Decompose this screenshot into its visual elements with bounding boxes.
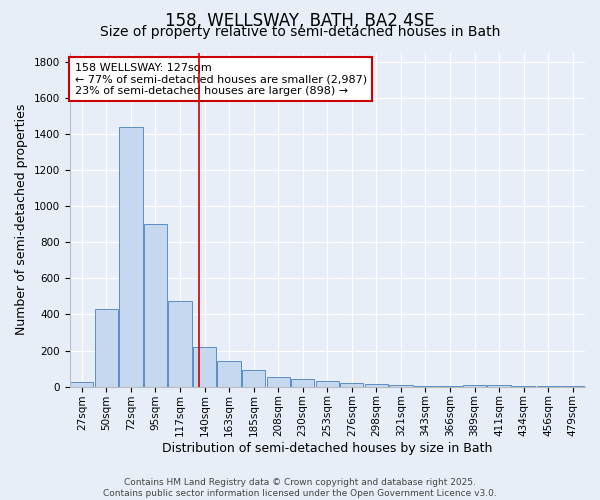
Bar: [119, 126, 143, 386]
Bar: [70, 382, 94, 386]
Text: 158, WELLSWAY, BATH, BA2 4SE: 158, WELLSWAY, BATH, BA2 4SE: [165, 12, 435, 30]
Bar: [463, 384, 486, 386]
Text: Size of property relative to semi-detached houses in Bath: Size of property relative to semi-detach…: [100, 25, 500, 39]
Bar: [217, 362, 241, 386]
Bar: [193, 347, 216, 387]
Bar: [169, 301, 191, 386]
Bar: [291, 379, 314, 386]
Bar: [95, 309, 118, 386]
Y-axis label: Number of semi-detached properties: Number of semi-detached properties: [15, 104, 28, 336]
Text: Contains HM Land Registry data © Crown copyright and database right 2025.
Contai: Contains HM Land Registry data © Crown c…: [103, 478, 497, 498]
Bar: [389, 385, 413, 386]
Bar: [266, 376, 290, 386]
X-axis label: Distribution of semi-detached houses by size in Bath: Distribution of semi-detached houses by …: [162, 442, 493, 455]
Bar: [144, 224, 167, 386]
Bar: [242, 370, 265, 386]
Bar: [316, 381, 339, 386]
Text: 158 WELLSWAY: 127sqm
← 77% of semi-detached houses are smaller (2,987)
23% of se: 158 WELLSWAY: 127sqm ← 77% of semi-detac…: [74, 62, 367, 96]
Bar: [365, 384, 388, 386]
Bar: [340, 382, 364, 386]
